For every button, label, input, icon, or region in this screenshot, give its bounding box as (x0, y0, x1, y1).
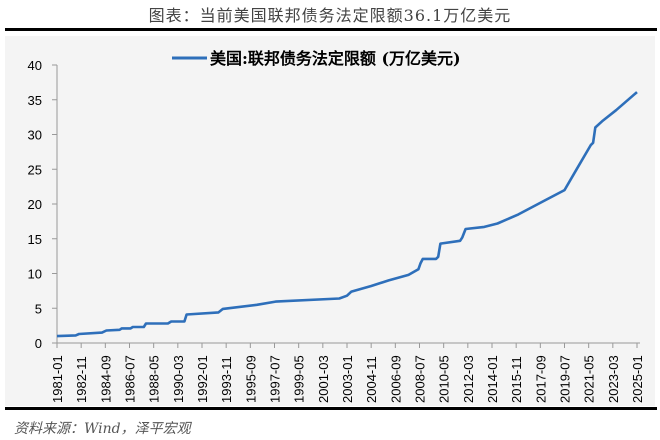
plot-background (5, 36, 655, 406)
x-tick-label: 1982-11 (74, 356, 89, 403)
legend-label: 美国:联邦债务法定限额 (万亿美元) (210, 49, 461, 68)
x-tick-label: 2008-07 (413, 355, 428, 403)
x-tick-label: 2012-03 (461, 355, 476, 403)
x-tick-label: 2006-09 (388, 355, 403, 403)
y-tick-label: 30 (28, 128, 42, 143)
x-tick-label: 1986-07 (123, 355, 138, 403)
x-tick-label: 1997-07 (268, 355, 283, 403)
y-tick-label: 15 (28, 232, 42, 247)
y-tick-label: 20 (28, 197, 42, 212)
y-tick-label: 40 (28, 58, 42, 73)
y-tick-label: 25 (28, 162, 42, 177)
x-tick-label: 1993-11 (219, 356, 234, 403)
x-tick-label: 2015-11 (509, 356, 524, 403)
y-tick-label: 35 (28, 93, 42, 108)
y-tick-label: 10 (28, 267, 42, 282)
x-tick-label: 2014-01 (485, 355, 500, 403)
x-tick-label: 2023-03 (606, 355, 621, 403)
bottom-rule (5, 407, 657, 410)
series-line (56, 91, 638, 338)
x-tick-label: 2021-05 (582, 355, 597, 403)
x-tick-label: 1995-09 (243, 355, 258, 403)
top-rule (5, 28, 657, 31)
figure-title: 图表：当前美国联邦债务法定限额36.1万亿美元 (148, 6, 512, 25)
debt-limit-line-chart: 0 5 10 15 20 25 30 35 40 1981-01 1982-11 1984-09 198… (5, 36, 655, 406)
x-tick-label: 2004-11 (364, 356, 379, 403)
x-tick-label: 2019-07 (558, 355, 573, 403)
x-tick-label: 2017-09 (533, 355, 548, 403)
x-tick-label: 1984-09 (98, 355, 113, 403)
x-tick-label: 1990-03 (171, 355, 186, 403)
x-tick-label: 2025-01 (630, 355, 645, 403)
x-tick-label: 2010-05 (437, 355, 452, 403)
y-tick-label: 5 (35, 301, 42, 316)
x-tick-label: 1999-05 (292, 355, 307, 403)
x-tick-label: 2001-03 (316, 355, 331, 403)
x-tick-label: 1992-01 (195, 355, 210, 403)
legend: 美国:联邦债务法定限额 (万亿美元) (172, 49, 461, 68)
source-note: 资料来源：Wind，泽平宏观 (14, 421, 191, 437)
x-tick-label: 1988-05 (147, 355, 162, 403)
x-tick-label: 2003-01 (340, 355, 355, 403)
x-tick-label: 1981-01 (50, 355, 65, 403)
y-tick-label: 0 (35, 336, 42, 351)
